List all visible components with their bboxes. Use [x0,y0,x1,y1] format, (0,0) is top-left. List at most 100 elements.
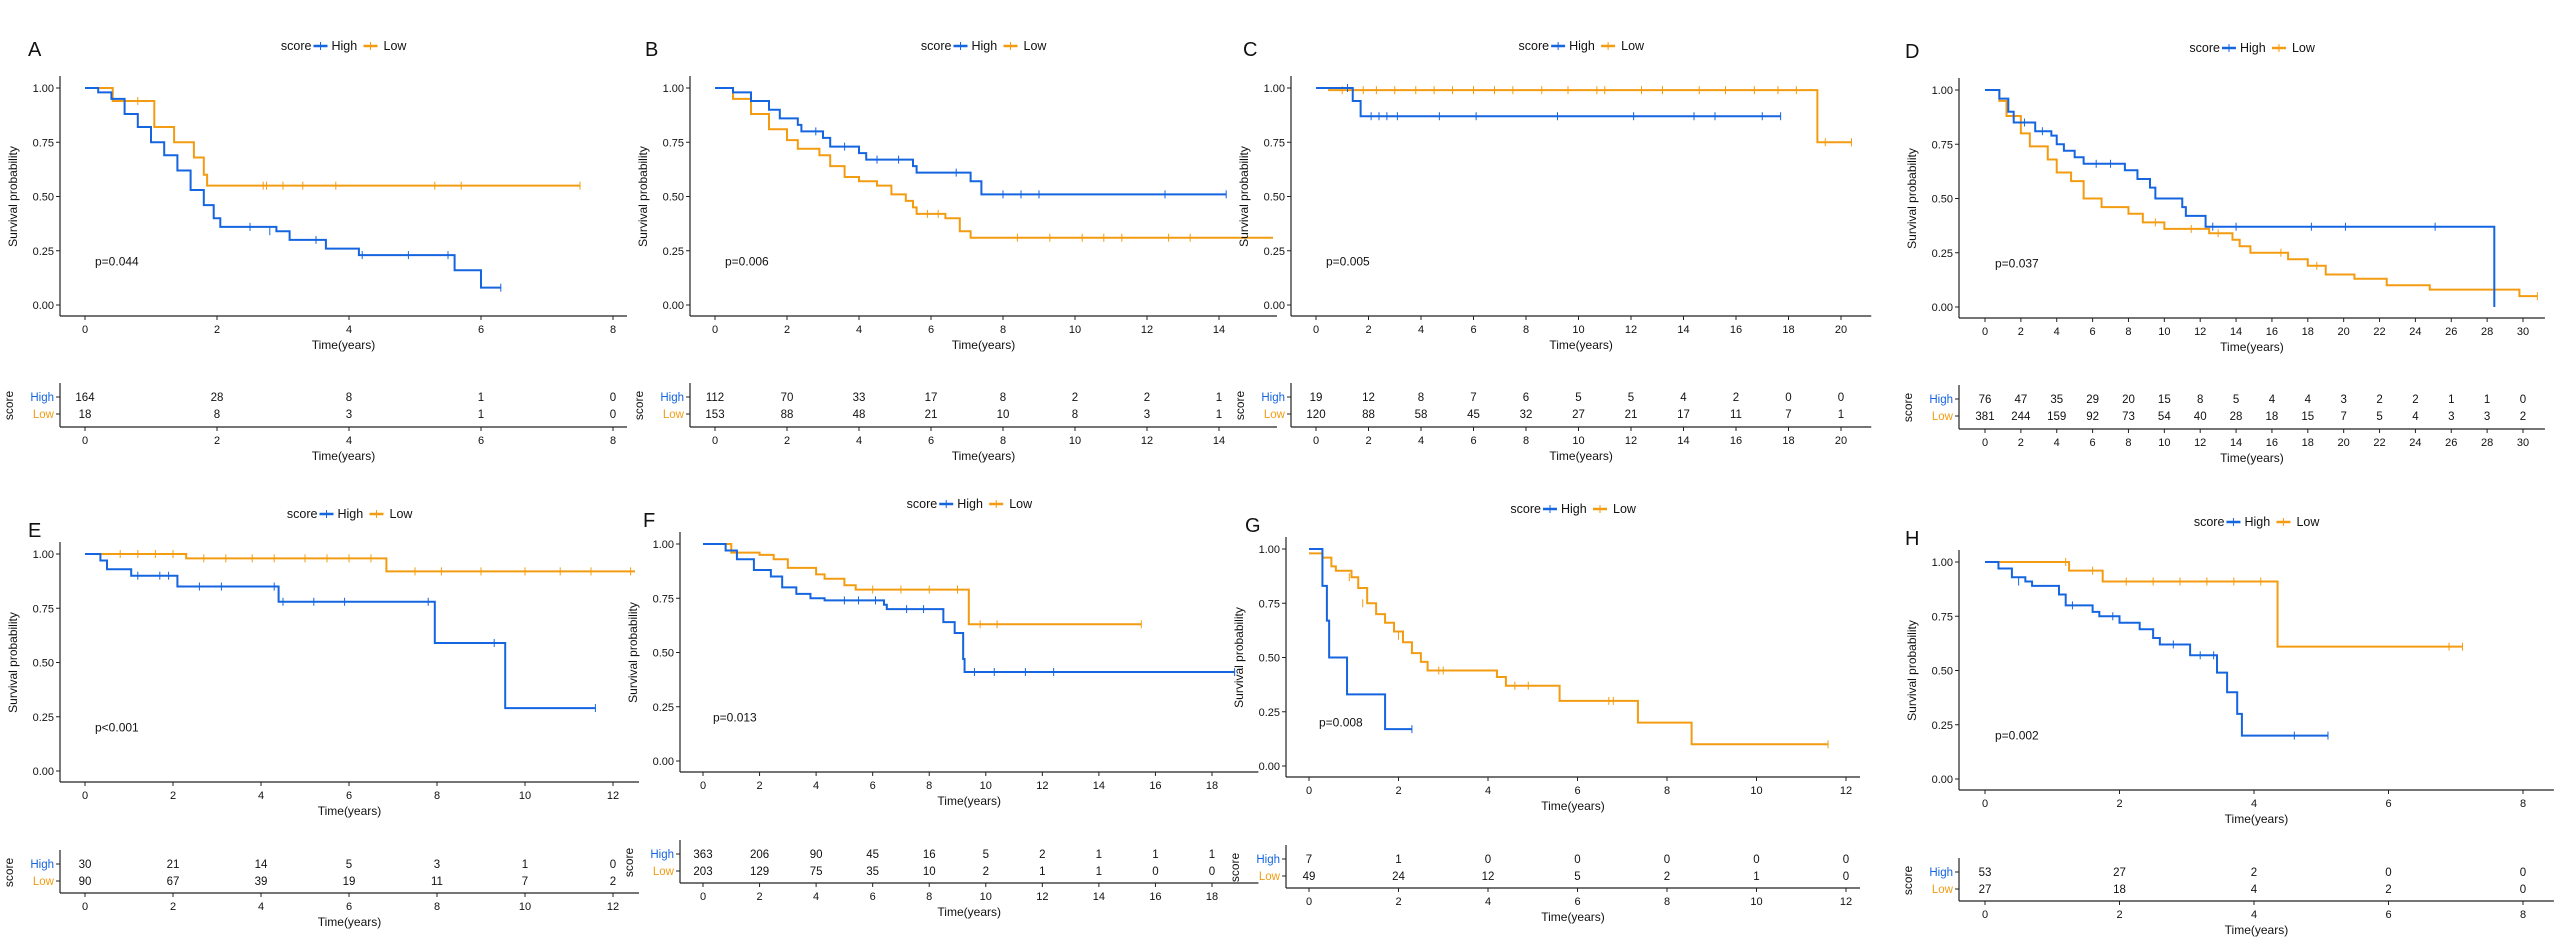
risk-count-high: 3 [434,859,440,871]
risk-x-tick-label: 2 [2018,437,2024,449]
risk-x-tick-label: 10 [1069,435,1081,447]
y-tick-label: 0.75 [1932,139,1953,151]
x-tick-label: 12 [1141,324,1153,336]
risk-row-label-low: Low [1264,409,1286,421]
risk-x-tick-label: 4 [2251,909,2257,921]
risk-count-high: 1 [2484,394,2490,406]
risk-count-low: 7 [522,876,528,888]
x-tick-label: 6 [2385,798,2391,810]
x-tick-label: 0 [700,780,706,792]
legend-label-high: High [338,507,364,521]
survival-curve-low [85,553,635,573]
x-tick-label: 6 [1470,324,1476,336]
y-tick-label: 0.75 [663,137,684,149]
risk-x-tick-label: 20 [1835,435,1847,447]
risk-x-tick-label: 2 [2116,909,2122,921]
legend-label-high: High [972,39,998,53]
y-tick-label: 0.50 [33,192,54,204]
risk-count-high: 0 [1753,854,1759,866]
x-tick-label: 8 [1000,324,1006,336]
risk-x-tick-label: 0 [1982,909,1988,921]
risk-x-tick-label: 14 [1093,891,1105,903]
x-tick-label: 12 [607,790,619,802]
risk-count-low: 7 [1785,409,1791,421]
y-tick-label: 0.75 [33,603,54,615]
risk-count-low: 11 [1730,409,1742,421]
legend-title: score [921,39,952,53]
risk-count-low: 27 [1572,409,1585,421]
risk-x-tick-label: 4 [258,901,264,913]
risk-x-tick-label: 8 [926,891,932,903]
y-tick-label: 0.00 [1264,300,1285,312]
survival-curve-low [1985,561,2463,648]
x-tick-label: 10 [1069,324,1081,336]
risk-count-low: 24 [1392,871,1405,883]
risk-count-high: 30 [79,859,92,871]
survival-curve-low [1309,552,1829,746]
y-tick-label: 0.50 [33,658,54,670]
y-tick-label: 0.25 [1932,720,1953,732]
risk-x-tick-label: 12 [2194,437,2206,449]
panel-letter: F [643,510,655,532]
x-axis-label: Time(years) [1541,799,1605,813]
x-tick-label: 0 [1982,798,1988,810]
risk-y-axis-label: score [2,858,16,888]
x-tick-label: 20 [2338,326,2350,338]
risk-count-low: 10 [923,866,936,878]
risk-count-high: 2 [1072,392,1078,404]
risk-count-high: 21 [167,859,180,871]
risk-x-tick-label: 12 [1036,891,1048,903]
risk-count-high: 47 [2014,394,2027,406]
y-tick-label: 0.75 [1932,611,1953,623]
risk-count-low: 21 [1625,409,1638,421]
risk-x-tick-label: 2 [784,435,790,447]
legend-label-low: Low [2296,515,2320,529]
legend-label-low: Low [1009,497,1033,511]
risk-count-high: 7 [1470,392,1476,404]
risk-x-tick-label: 4 [2054,437,2060,449]
risk-count-low: 203 [693,866,712,878]
risk-x-tick-label: 12 [1141,435,1153,447]
p-value: p=0.037 [1995,257,2039,271]
risk-row-label-high: High [30,859,54,871]
y-tick-label: 1.00 [33,549,54,561]
risk-count-high: 90 [810,849,823,861]
risk-table: High Low score 30 90 0 21 67 2 14 39 4 5 19 6 3 11 8 1 7 10 0… [2,850,639,929]
risk-count-high: 2 [2412,394,2418,406]
x-tick-label: 2 [2116,798,2122,810]
risk-count-low: 2 [1664,871,1670,883]
risk-count-low: 28 [2230,411,2243,423]
risk-x-tick-label: 0 [82,901,88,913]
x-tick-label: 0 [82,790,88,802]
y-tick-label: 0.25 [663,246,684,258]
risk-x-tick-label: 4 [1418,435,1424,447]
survival-curve-low [85,87,580,187]
x-tick-label: 4 [2251,798,2257,810]
risk-x-tick-label: 8 [1000,435,1006,447]
y-tick-label: 1.00 [1932,557,1953,569]
risk-count-high: 27 [2113,867,2126,879]
risk-count-low: 48 [853,409,866,421]
risk-x-tick-label: 18 [2302,437,2314,449]
y-tick-label: 0.25 [1932,248,1953,260]
risk-count-high: 3 [2340,394,2346,406]
risk-count-high: 0 [1785,392,1791,404]
risk-x-tick-label: 8 [2520,909,2526,921]
risk-count-high: 8 [1000,392,1006,404]
risk-x-tick-label: 20 [2338,437,2350,449]
x-tick-label: 6 [1574,785,1580,797]
risk-y-axis-label: score [1901,866,1915,896]
risk-count-high: 0 [1664,854,1670,866]
risk-x-tick-label: 2 [214,435,220,447]
risk-count-high: 70 [781,392,794,404]
risk-count-low: 244 [2011,411,2031,423]
risk-count-low: 120 [1306,409,1325,421]
risk-count-high: 112 [706,392,724,404]
y-axis-label: Survival probability [626,602,640,703]
risk-row-label-low: Low [33,876,55,888]
x-tick-label: 12 [1036,780,1048,792]
y-tick-label: 0.00 [663,300,684,312]
